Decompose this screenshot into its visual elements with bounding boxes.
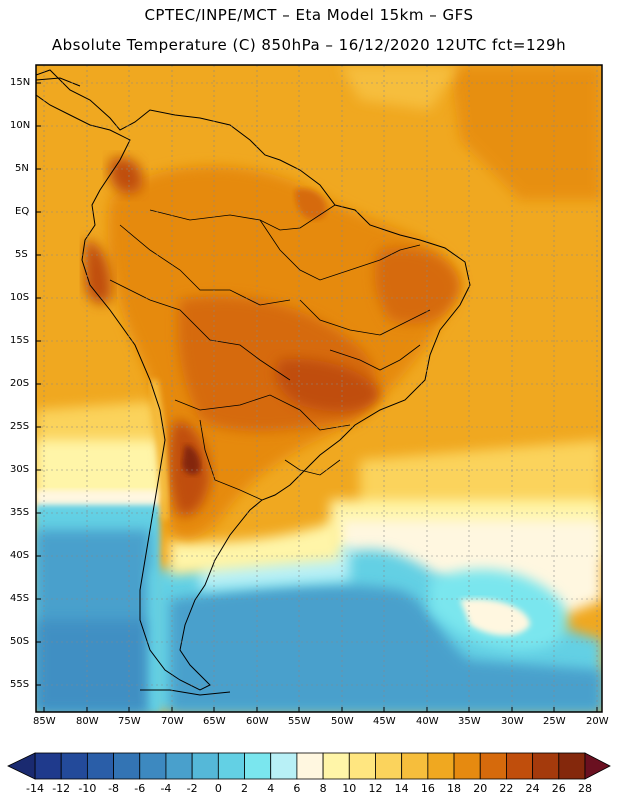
lon-label-40w: 40W bbox=[416, 716, 439, 727]
lon-label-45w: 45W bbox=[373, 716, 396, 727]
colorbar-tick-label: 28 bbox=[578, 782, 592, 795]
lat-label-40s: 40S bbox=[10, 550, 30, 561]
lon-label-55w: 55W bbox=[288, 716, 311, 727]
lat-label-15s: 15S bbox=[10, 335, 30, 346]
lon-label-75w: 75W bbox=[118, 716, 141, 727]
lon-label-80w: 80W bbox=[76, 716, 99, 727]
colorbar-tick-label: -2 bbox=[186, 782, 198, 795]
lat-label-50s: 50S bbox=[10, 636, 30, 647]
lon-label-50w: 50W bbox=[331, 716, 354, 727]
country-borders bbox=[109, 204, 431, 501]
colorbar-tick-label: 8 bbox=[319, 782, 327, 795]
lon-label-20w: 20W bbox=[586, 716, 609, 727]
temperature-field bbox=[36, 65, 602, 712]
colorbar-tick-label: 20 bbox=[473, 782, 488, 795]
lat-label-10n: 10N bbox=[10, 120, 31, 131]
colorbar-tick-label: 2 bbox=[241, 782, 249, 795]
colorbar-tick-label: -4 bbox=[160, 782, 172, 795]
colorbar-tick-label: 0 bbox=[214, 782, 222, 795]
lat-label-eq: EQ bbox=[15, 206, 30, 217]
colorbar-tick-label: 22 bbox=[499, 782, 514, 795]
lon-label-30w: 30W bbox=[501, 716, 524, 727]
graticule bbox=[36, 65, 602, 712]
map-subtitle: Absolute Temperature (C) 850hPa – 16/12/… bbox=[51, 36, 567, 54]
colorbar-tick-label: -10 bbox=[78, 782, 97, 795]
coastline bbox=[36, 69, 471, 696]
lat-label-45s: 45S bbox=[10, 593, 30, 604]
map-frame bbox=[35, 64, 603, 713]
lon-label-25w: 25W bbox=[543, 716, 566, 727]
colorbar-tick-label: 24 bbox=[525, 782, 540, 795]
colorbar-tick-label: -8 bbox=[108, 782, 120, 795]
colorbar-tick-label: -6 bbox=[134, 782, 146, 795]
colorbar-tick-label: 18 bbox=[447, 782, 462, 795]
lon-label-60w: 60W bbox=[246, 716, 269, 727]
lon-label-65w: 65W bbox=[203, 716, 226, 727]
colorbar-tick-label: 12 bbox=[368, 782, 383, 795]
lat-label-25s: 25S bbox=[10, 421, 30, 432]
colorbar-tick-label: -14 bbox=[26, 782, 44, 795]
lat-label-30s: 30S bbox=[10, 464, 30, 475]
colorbar-tick-label: 16 bbox=[420, 782, 435, 795]
lat-label-35s: 35S bbox=[10, 507, 30, 518]
colorbar-tick-label: 26 bbox=[551, 782, 566, 795]
map-title: CPTEC/INPE/MCT – Eta Model 15km – GFS bbox=[144, 6, 474, 24]
colorbar-tick-label: 10 bbox=[342, 782, 357, 795]
colorbar-tick-label: -12 bbox=[52, 782, 71, 795]
lon-label-35w: 35W bbox=[458, 716, 481, 727]
lat-label-10s: 10S bbox=[10, 292, 30, 303]
lat-label-55s: 55S bbox=[10, 679, 30, 690]
colorbar-tick-label: 4 bbox=[267, 782, 275, 795]
lat-label-5s: 5S bbox=[15, 249, 28, 260]
lat-label-5n: 5N bbox=[15, 163, 29, 174]
lat-label-20s: 20S bbox=[10, 378, 30, 389]
lat-label-15n: 15N bbox=[10, 77, 31, 88]
colorbar-tick-label: 14 bbox=[394, 782, 409, 795]
axis-ticks bbox=[36, 82, 598, 712]
lon-label-70w: 70W bbox=[161, 716, 184, 727]
colorbar-tick-label: 6 bbox=[293, 782, 301, 795]
lon-label-85w: 85W bbox=[33, 716, 56, 727]
